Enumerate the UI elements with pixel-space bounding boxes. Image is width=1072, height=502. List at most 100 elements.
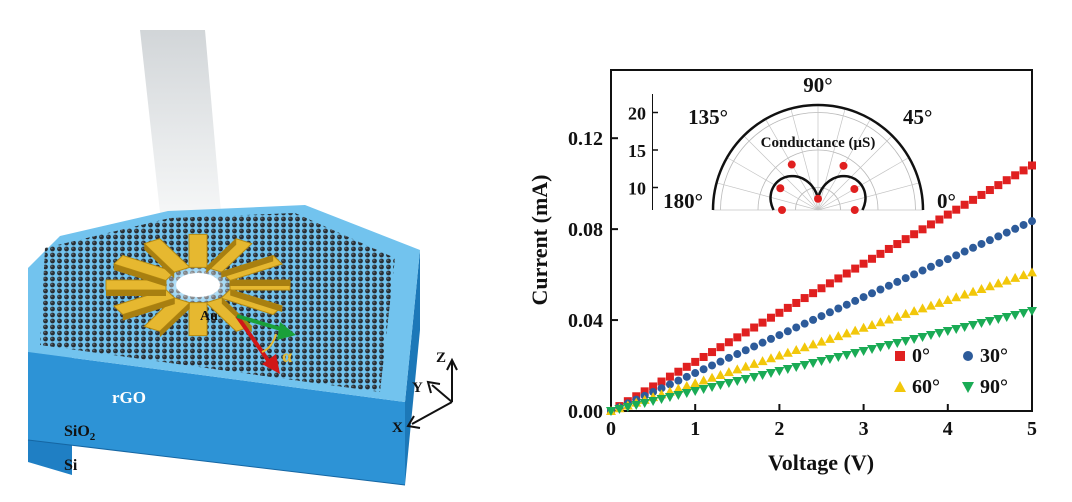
- gold-spoke-side: [113, 263, 166, 287]
- data-point: [656, 394, 667, 404]
- data-point: [917, 332, 928, 342]
- data-point: [757, 370, 768, 380]
- data-point: [716, 343, 725, 352]
- gold-spoke-side: [206, 238, 237, 274]
- inset-title: Conductance (μS): [761, 135, 876, 151]
- inset-data-point: [776, 184, 785, 193]
- data-point: [984, 316, 995, 326]
- polarization-arrow-green: [236, 314, 285, 332]
- data-point: [910, 230, 919, 239]
- data-point: [715, 369, 726, 379]
- data-point: [664, 392, 675, 402]
- legend-label: 30°: [980, 345, 1008, 367]
- data-point: [942, 326, 953, 336]
- data-point: [817, 312, 826, 321]
- data-point: [775, 308, 784, 317]
- data-point: [1011, 224, 1020, 233]
- inset-angle-label: 180°: [663, 189, 703, 213]
- data-point: [951, 292, 962, 302]
- data-point: [639, 398, 650, 408]
- legend-marker: [963, 351, 973, 361]
- inset-grid-spoke: [716, 182, 819, 211]
- data-point: [766, 334, 775, 343]
- data-point: [943, 210, 952, 219]
- data-point: [758, 338, 767, 347]
- data-point: [740, 374, 751, 384]
- data-point: [858, 346, 869, 356]
- label-sio2-main: SiO: [64, 423, 90, 440]
- data-point: [858, 322, 869, 332]
- data-point: [732, 376, 743, 386]
- legend-marker: [894, 381, 906, 392]
- data-point: [993, 314, 1004, 324]
- data-point: [749, 358, 760, 368]
- y-axis-title: Current (mA): [527, 175, 552, 306]
- data-point: [648, 396, 659, 406]
- data-point: [851, 296, 860, 305]
- inset-grid-spoke: [817, 135, 893, 211]
- data-point: [1010, 272, 1021, 282]
- data-point: [691, 369, 700, 378]
- data-point: [674, 376, 683, 385]
- data-point: [926, 220, 935, 229]
- data-point: [774, 366, 785, 376]
- data-point: [935, 215, 944, 224]
- inset-data-point: [778, 206, 786, 214]
- data-point: [792, 298, 801, 307]
- x-axis-title: Voltage (V): [768, 450, 874, 475]
- data-point: [816, 356, 827, 366]
- data-point: [733, 350, 742, 359]
- data-point: [631, 400, 642, 410]
- data-point: [1027, 306, 1037, 316]
- data-point: [750, 323, 759, 332]
- data-point: [708, 361, 717, 370]
- data-point: [960, 200, 969, 209]
- data-point: [1028, 161, 1036, 170]
- gold-spoke-side: [230, 280, 290, 287]
- gold-spoke-side: [230, 289, 283, 313]
- data-point: [741, 346, 750, 355]
- inset-angle-label: 45°: [903, 105, 932, 129]
- data-point: [799, 360, 810, 370]
- data-point: [673, 390, 684, 400]
- data-point: [614, 404, 625, 414]
- data-point: [825, 279, 834, 288]
- data-point: [883, 314, 894, 324]
- data-point: [909, 306, 920, 316]
- gold-spoke-side: [159, 302, 190, 338]
- axis-z-head: [446, 357, 458, 371]
- data-point: [791, 344, 802, 354]
- data-point: [977, 190, 986, 199]
- data-point: [707, 372, 718, 382]
- label-sio2: SiO2: [64, 423, 96, 443]
- data-point: [1002, 176, 1011, 185]
- data-point: [1001, 275, 1012, 285]
- data-point: [724, 353, 733, 362]
- data-point: [691, 357, 700, 366]
- data-point: [892, 338, 903, 348]
- data-point: [918, 266, 927, 275]
- data-point: [774, 350, 785, 360]
- series-circle: [607, 217, 1036, 415]
- data-point: [740, 361, 751, 371]
- data-point: [876, 285, 885, 294]
- legend: 0° 30° 60° 90°: [894, 345, 1008, 398]
- label-au: Au: [200, 309, 218, 324]
- data-point: [799, 342, 810, 352]
- data-point: [808, 358, 819, 368]
- data-point: [715, 380, 726, 390]
- inset-data-point: [814, 194, 822, 203]
- data-point: [732, 364, 743, 374]
- data-point: [910, 270, 919, 279]
- data-point: [674, 367, 683, 376]
- data-point: [783, 327, 792, 336]
- data-point: [1010, 310, 1021, 320]
- data-point: [681, 388, 692, 398]
- inset-grid-spoke: [817, 108, 846, 211]
- data-point: [716, 357, 725, 366]
- data-point: [707, 382, 718, 392]
- data-point: [1011, 171, 1020, 180]
- data-point: [859, 293, 868, 302]
- axis-y-line: [431, 384, 453, 403]
- data-point: [994, 181, 1003, 190]
